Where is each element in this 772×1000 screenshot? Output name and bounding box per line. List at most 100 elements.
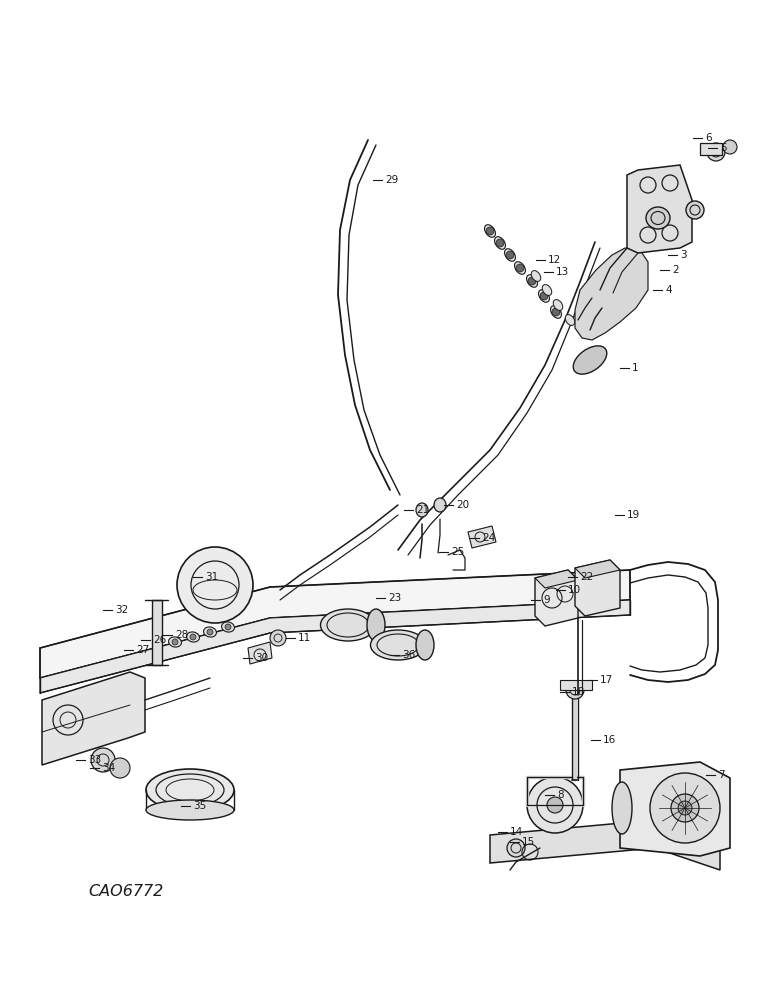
Circle shape <box>528 277 536 285</box>
Ellipse shape <box>573 346 607 374</box>
Circle shape <box>678 801 692 815</box>
Ellipse shape <box>542 285 552 295</box>
Ellipse shape <box>485 225 496 237</box>
Circle shape <box>496 239 504 247</box>
Polygon shape <box>627 165 692 253</box>
Ellipse shape <box>168 637 181 647</box>
Circle shape <box>540 292 548 300</box>
Text: 29: 29 <box>385 175 398 185</box>
Circle shape <box>91 748 115 772</box>
Text: 20: 20 <box>456 500 469 510</box>
Ellipse shape <box>554 300 563 310</box>
Ellipse shape <box>539 290 550 302</box>
Ellipse shape <box>416 503 428 517</box>
Text: 28: 28 <box>175 630 188 640</box>
Text: 6: 6 <box>705 133 712 143</box>
Text: 1: 1 <box>632 363 638 373</box>
Ellipse shape <box>204 627 216 637</box>
Text: 25: 25 <box>451 547 464 557</box>
Polygon shape <box>40 570 630 678</box>
Text: 13: 13 <box>556 267 569 277</box>
Ellipse shape <box>531 271 540 281</box>
Circle shape <box>506 251 514 259</box>
Polygon shape <box>535 570 578 626</box>
Polygon shape <box>620 762 730 856</box>
Ellipse shape <box>371 630 425 660</box>
Text: 16: 16 <box>603 735 616 745</box>
Circle shape <box>566 681 584 699</box>
Text: 4: 4 <box>665 285 672 295</box>
Text: 12: 12 <box>548 255 561 265</box>
Text: 22: 22 <box>580 572 593 582</box>
Text: 2: 2 <box>672 265 679 275</box>
Text: 7: 7 <box>718 770 725 780</box>
Text: 32: 32 <box>115 605 128 615</box>
Circle shape <box>207 629 213 635</box>
Circle shape <box>507 839 525 857</box>
Circle shape <box>190 634 196 640</box>
Bar <box>700 143 722 155</box>
Circle shape <box>486 227 494 235</box>
Circle shape <box>177 547 253 623</box>
Ellipse shape <box>515 262 526 274</box>
Ellipse shape <box>146 769 234 811</box>
Circle shape <box>650 773 720 843</box>
Circle shape <box>671 794 699 822</box>
Bar <box>152 600 162 665</box>
Circle shape <box>527 777 583 833</box>
Text: 30: 30 <box>255 653 268 663</box>
Text: 36: 36 <box>402 650 415 660</box>
Circle shape <box>225 624 231 630</box>
Text: CAO6772: CAO6772 <box>88 884 163 900</box>
Circle shape <box>270 630 286 646</box>
Text: 21: 21 <box>416 505 429 515</box>
Polygon shape <box>535 570 578 588</box>
Text: 11: 11 <box>298 633 311 643</box>
Circle shape <box>110 758 130 778</box>
Polygon shape <box>490 820 720 870</box>
Text: 24: 24 <box>482 533 496 543</box>
Ellipse shape <box>505 249 516 261</box>
Ellipse shape <box>187 632 199 642</box>
Ellipse shape <box>646 207 670 229</box>
Text: 19: 19 <box>627 510 640 520</box>
Polygon shape <box>575 560 620 578</box>
Ellipse shape <box>612 782 632 834</box>
Text: 14: 14 <box>510 827 523 837</box>
Ellipse shape <box>146 800 234 820</box>
Text: 8: 8 <box>557 790 564 800</box>
Ellipse shape <box>434 498 446 512</box>
Text: 17: 17 <box>600 675 613 685</box>
Bar <box>560 680 592 690</box>
Circle shape <box>552 308 560 316</box>
Polygon shape <box>468 526 496 548</box>
Text: 34: 34 <box>102 763 115 773</box>
Ellipse shape <box>367 609 385 641</box>
Ellipse shape <box>550 306 561 318</box>
Text: 18: 18 <box>572 687 585 697</box>
Text: 35: 35 <box>193 801 206 811</box>
Ellipse shape <box>495 237 506 249</box>
Polygon shape <box>575 560 620 616</box>
Circle shape <box>723 140 737 154</box>
Text: 26: 26 <box>153 635 166 645</box>
Text: 5: 5 <box>720 143 726 153</box>
Text: 31: 31 <box>205 572 218 582</box>
Ellipse shape <box>416 630 434 660</box>
Text: 15: 15 <box>522 837 535 847</box>
Circle shape <box>516 264 524 272</box>
Text: 3: 3 <box>680 250 686 260</box>
Ellipse shape <box>222 622 235 632</box>
Circle shape <box>547 797 563 813</box>
Text: 27: 27 <box>136 645 149 655</box>
Ellipse shape <box>565 315 574 325</box>
Polygon shape <box>42 672 145 765</box>
Text: 10: 10 <box>568 585 581 595</box>
Ellipse shape <box>686 201 704 219</box>
Ellipse shape <box>320 609 375 641</box>
Polygon shape <box>575 248 648 340</box>
Text: 33: 33 <box>88 755 101 765</box>
Circle shape <box>707 143 725 161</box>
Ellipse shape <box>527 275 537 287</box>
Circle shape <box>172 639 178 645</box>
